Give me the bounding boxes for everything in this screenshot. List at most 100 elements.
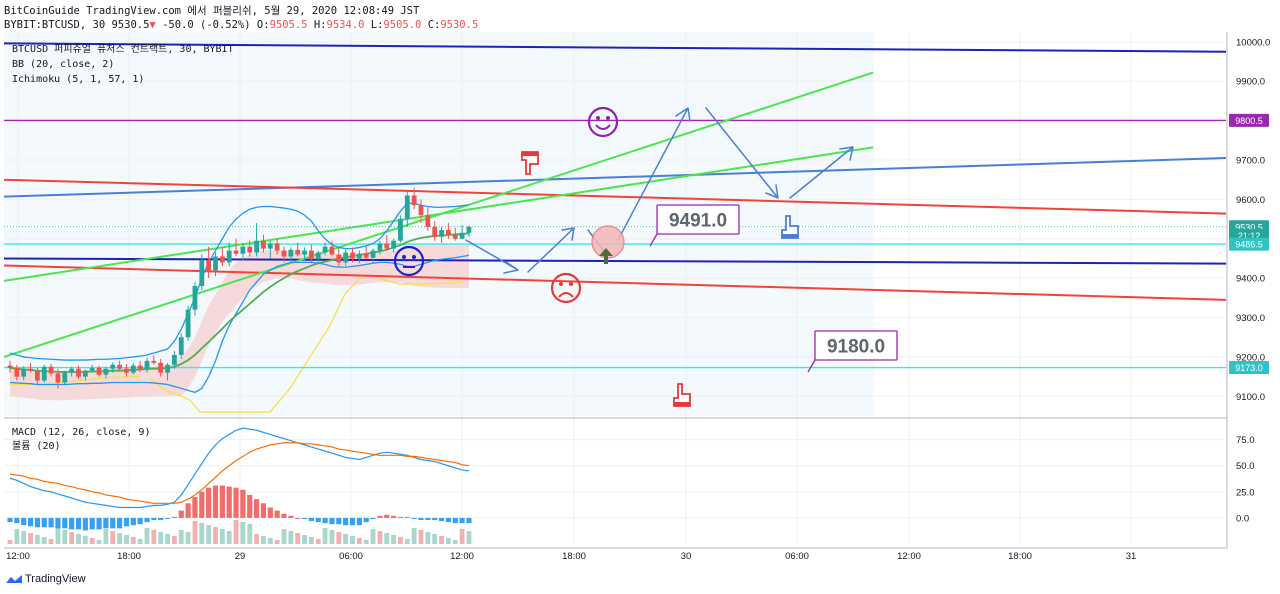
tradingview-logo-icon [6,575,22,583]
bb-legend[interactable]: BB (20, close, 2) [12,59,115,70]
volume-bar [404,539,410,544]
candle-body [55,373,61,383]
price-tick-label: 9100.0 [1236,392,1265,403]
price-tick-label: 9400.0 [1236,274,1265,285]
macd-histogram-bar [308,517,314,522]
ichimoku-legend[interactable]: Ichimoku (5, 1, 57, 1) [12,74,145,85]
price-tick-label: 10000.0 [1236,37,1270,48]
callout-9180-label: 9180.0 [827,337,885,358]
volume-bar [363,540,369,544]
volume-bar [41,537,47,544]
macd-histogram-bar [41,517,47,528]
volume-bar [322,528,328,544]
volume-bar [240,522,246,544]
volume-bar [158,532,164,544]
volume-bar [267,538,273,544]
price-badge-label: 9486.5 [1235,240,1263,250]
candle-body [130,365,136,373]
time-tick-label: 18:00 [117,551,141,562]
volume-bar [226,531,232,544]
macd-histogram-bar [397,516,404,518]
happy-face-icon [587,106,619,138]
candlestick-series [7,187,472,389]
volume-bar [247,524,253,544]
lagging-span-line [149,275,464,413]
candle-body [459,232,465,239]
macd-tick-label: 25.0 [1236,487,1255,498]
high-label: H: [313,19,327,31]
candle-body [41,366,47,381]
time-tick-label: 18:00 [1008,551,1032,562]
macd-histogram-bar [117,517,123,529]
candle-body [302,250,307,255]
macd-line [9,427,470,509]
candle-body [213,256,218,271]
bb-upper-line [9,202,470,361]
volume-legend-label[interactable]: 볼륨 (20) [12,441,61,452]
price-tick-label: 9600.0 [1236,195,1265,206]
candle-body [219,256,225,263]
sad-face-icon-eye [559,282,563,286]
candle-body [288,249,294,257]
upper-red-trendline [4,178,1226,215]
volume-bar [7,540,13,544]
pointing-hand-icon [673,383,691,407]
pointing-hand-icon-cuff [522,152,538,156]
candle-body [267,243,273,249]
macd-histogram-bar [226,486,232,518]
candle-body [404,195,410,220]
candle-body [418,205,424,216]
forecast-arrow-pullback [705,107,779,199]
candle-body [82,370,88,377]
macd-histogram-bar [274,510,280,518]
macd-histogram-bar [260,503,267,518]
macd-histogram-bar [254,499,260,518]
macd-histogram-bar [137,517,143,525]
candle-body [28,368,33,371]
series-title[interactable]: BTCUSD 퍼피츄얼 퓨처스 컨트랙트, 30, BYBIT [12,44,234,55]
lower-green-channel [4,146,874,282]
macd-histogram-bar [21,517,27,526]
candle-body [144,360,150,369]
candle-body [411,195,417,206]
candle-body [206,260,212,271]
high-value: 9534.0 [326,19,365,31]
macd-legend-label[interactable]: MACD (12, 26, close, 9) [12,427,151,438]
macd-histogram-bar [267,507,273,518]
volume-bar [309,537,314,544]
volume-bar [35,535,40,544]
candle-body [117,364,122,369]
candle-body [240,246,246,254]
low-value: 9505.0 [383,19,422,31]
volume-bar [110,531,116,544]
macd-histogram-bar [151,517,157,520]
macd-histogram-bar [295,517,301,519]
macd-histogram-bar [247,494,253,518]
macd-histogram-bar [336,517,342,525]
ohlc-line: BYBIT:BTCUSD, 30 9530.5▼ -50.0 (-0.52%) … [4,18,478,32]
macd-histogram-bar [192,497,198,518]
volume-bar [411,528,417,544]
macd-histogram-bar [75,517,82,530]
macd-histogram-bar [452,517,458,524]
candle-body [14,367,20,377]
volume-bar [315,539,321,544]
volume-bar [48,539,54,544]
macd-histogram-bar [123,517,130,527]
candle-body [76,368,81,377]
close-label: C: [427,19,441,31]
volume-bar [350,536,355,544]
candle-body [110,364,116,369]
volume-bar [329,530,335,544]
candle-body [322,246,328,253]
macd-tick-label: 0.0 [1236,513,1249,524]
tradingview-footer[interactable]: TradingView [6,573,86,585]
volume-bar [295,533,301,544]
lower-blue-trendline [4,257,1226,265]
candle-body [226,250,232,263]
volume-bar [28,533,33,544]
volume-bar [452,540,458,544]
candle-body [254,240,259,253]
pointing-hand-icon [521,151,539,175]
